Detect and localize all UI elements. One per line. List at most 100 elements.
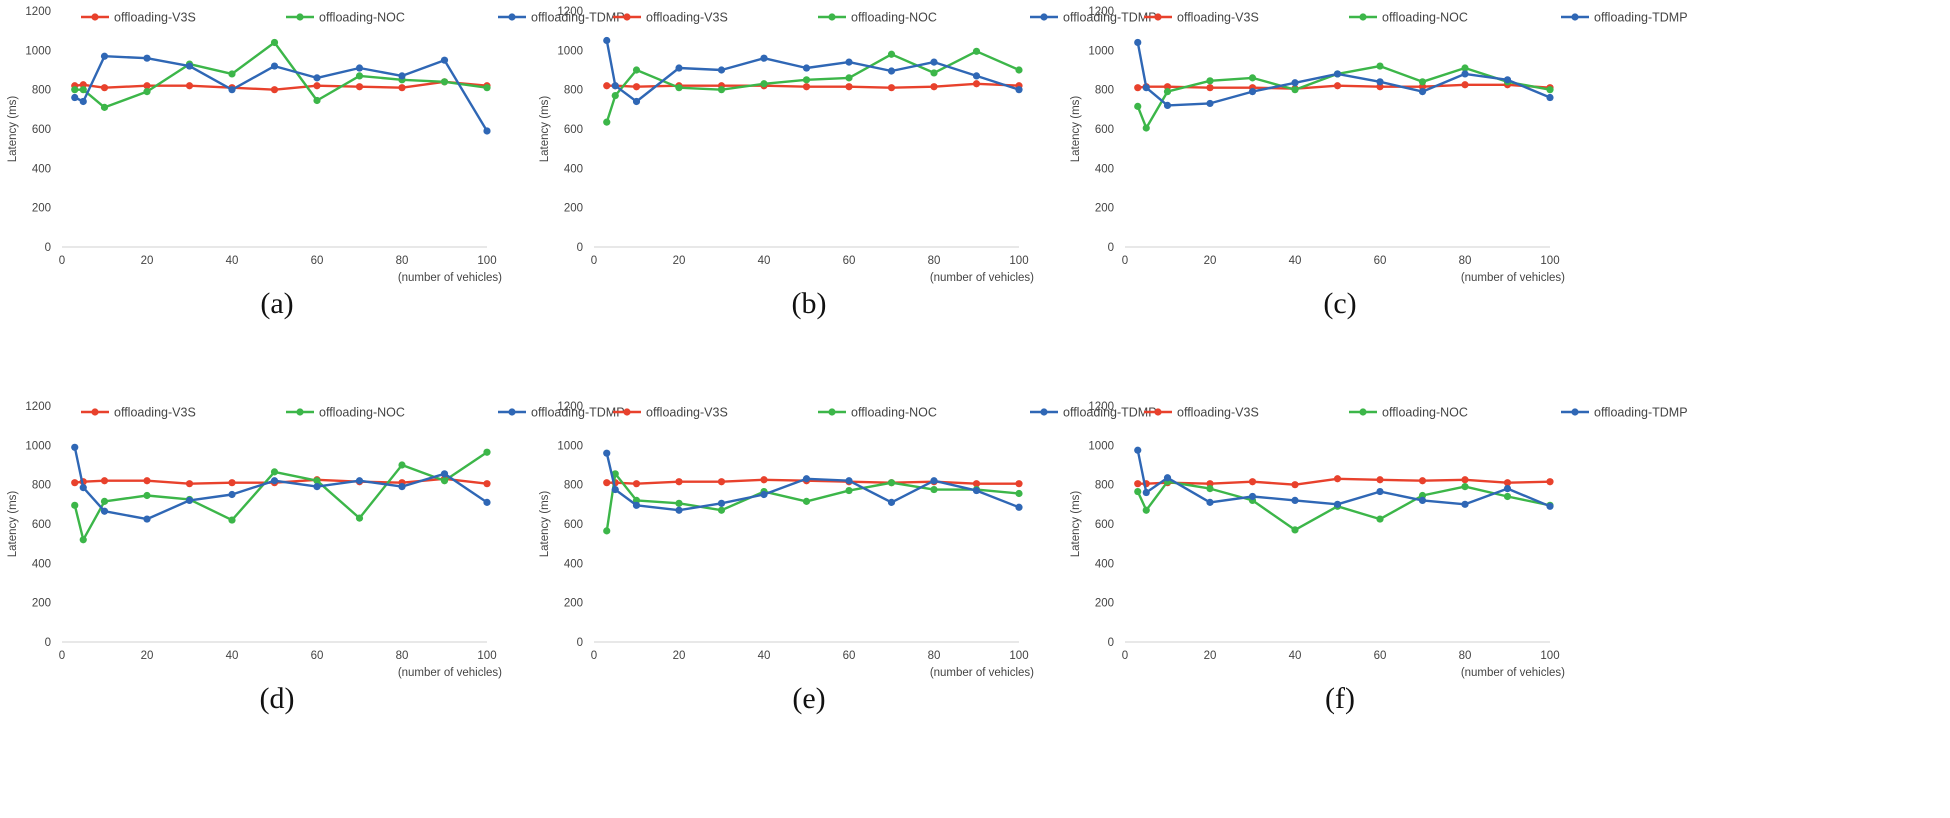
legend-marker-noc [828,13,836,21]
x-tick-label: 60 [843,255,856,267]
data-point-tdmp [972,486,981,495]
data-point-tdmp [483,127,491,135]
legend-marker-noc [296,408,304,416]
y-tick-label: 1200 [1088,6,1114,18]
data-point-tdmp [603,449,611,457]
y-axis-title: Latency (ms) [7,491,19,558]
x-tick-label: 40 [1289,650,1302,662]
x-tick-label: 60 [311,255,324,267]
data-point-tdmp [1333,500,1342,508]
x-tick-label: 40 [758,255,771,267]
data-point-noc [675,84,683,92]
data-point-noc [1546,86,1554,94]
legend-marker-tdmp [1571,13,1579,21]
data-point-v3s [1503,479,1512,487]
panel-caption: (f) [1325,682,1355,715]
data-point-noc [270,38,279,47]
data-point-noc [355,514,364,522]
legend-label-noc: offloading-NOC [319,406,405,420]
legend-marker-tdmp [508,13,516,21]
data-point-noc [228,516,236,524]
data-point-noc [483,448,491,456]
legend-marker-noc [1359,13,1367,21]
data-point-noc [760,80,768,88]
data-point-tdmp [760,490,768,499]
panel-caption: (c) [1323,287,1356,320]
legend-label-noc: offloading-NOC [851,406,937,420]
series-line-tdmp [605,40,1020,103]
legend-marker-v3s [623,408,631,416]
x-tick-label: 100 [1540,255,1559,267]
data-point-tdmp [398,483,406,491]
y-tick-label: 0 [577,637,583,649]
y-tick-label: 200 [32,598,51,610]
data-point-noc [1376,515,1384,523]
data-point-tdmp [1418,496,1427,504]
legend-marker-noc [296,13,304,21]
legend-marker-noc [1359,408,1367,416]
y-tick-label: 400 [1095,558,1114,570]
y-tick-label: 200 [564,203,583,215]
data-point-tdmp [185,62,194,70]
data-point-v3s [1248,478,1257,486]
series-line-tdmp [1136,450,1551,508]
data-point-noc [270,468,279,476]
data-point-noc [1461,483,1469,491]
data-point-tdmp [1206,99,1214,108]
data-point-noc [143,491,151,500]
legend-label-tdmp: offloading-TDMP [1594,406,1688,420]
legend-label-v3s: offloading-V3S [646,11,728,25]
y-tick-label: 600 [564,124,583,136]
y-tick-label: 400 [564,558,583,570]
data-point-v3s [1461,476,1469,484]
y-tick-label: 600 [32,519,51,531]
data-point-tdmp [802,475,811,483]
data-point-v3s [1418,477,1427,485]
x-axis-title: (number of vehicles) [930,667,1034,679]
data-point-tdmp [143,54,151,62]
data-point-noc [603,527,611,535]
x-axis-title: (number of vehicles) [1461,272,1565,284]
data-point-noc [1418,78,1427,86]
data-point-tdmp [1163,101,1172,109]
chart-panel-b: 0 200 400 600 800 1000 1200 0 20 40 60 80 100 (number… [539,6,1157,320]
data-point-noc [100,497,109,505]
legend-label-tdmp: offloading-TDMP [1063,11,1157,25]
data-point-tdmp [1376,78,1384,86]
data-point-tdmp [228,490,236,499]
data-point-v3s [1291,481,1299,489]
data-point-v3s [802,83,811,91]
data-point-v3s [887,84,896,92]
data-point-v3s [185,480,194,488]
x-tick-label: 80 [928,650,941,662]
data-point-tdmp [1376,487,1384,496]
chart-panel-d: 0 200 400 600 800 1000 1200 0 20 40 60 80 100 (number… [7,401,625,715]
x-axis-title: (number of vehicles) [1461,667,1565,679]
x-tick-label: 0 [1122,255,1128,267]
y-tick-label: 600 [1095,519,1114,531]
series-line-noc [605,472,1020,532]
y-tick-label: 0 [45,637,51,649]
legend-label-noc: offloading-NOC [319,11,405,25]
data-point-v3s [972,480,981,488]
data-point-noc [398,461,406,469]
data-point-tdmp [440,470,449,478]
data-point-noc [79,536,87,544]
data-point-tdmp [1503,76,1512,84]
data-point-tdmp [440,56,449,64]
data-point-noc [1134,102,1142,110]
x-tick-label: 100 [477,255,496,267]
data-point-tdmp [930,58,938,66]
data-point-tdmp [845,477,853,485]
data-point-v3s [1134,84,1142,92]
y-tick-label: 400 [564,163,583,175]
data-point-v3s [603,82,611,90]
data-point-noc [845,74,853,82]
data-point-tdmp [1333,70,1342,78]
x-tick-label: 20 [1204,650,1217,662]
data-point-noc [1291,526,1299,534]
data-point-tdmp [79,484,87,492]
series-line-noc [605,50,1020,123]
legend-marker-v3s [1154,408,1162,416]
data-point-v3s [1546,478,1554,486]
